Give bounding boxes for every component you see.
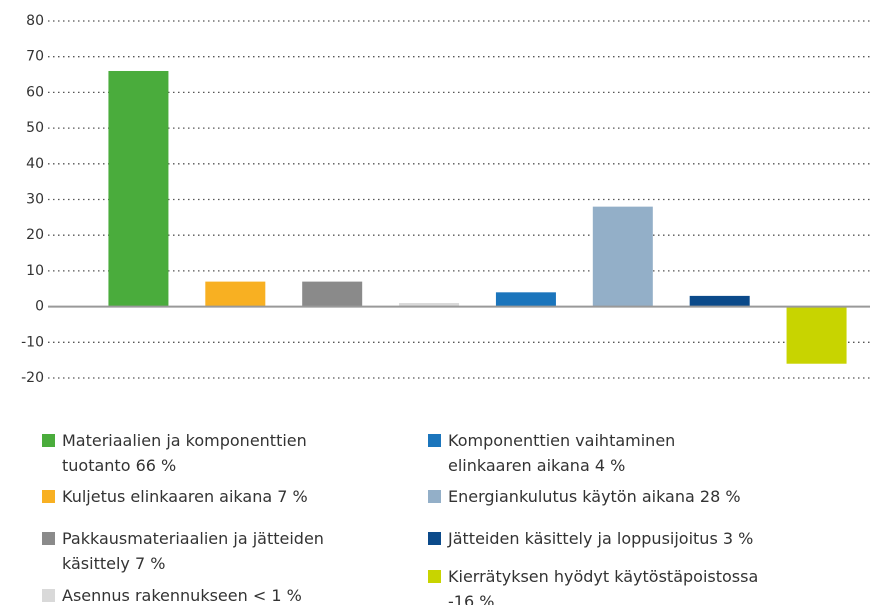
legend-swatch — [428, 490, 441, 503]
y-tick-label: 10 — [26, 263, 44, 279]
legend-entry: Asennus rakennukseen < 1 % — [42, 583, 302, 605]
bar — [495, 292, 556, 307]
y-tick-label: 60 — [26, 84, 44, 100]
legend-swatch — [428, 570, 441, 583]
bar — [205, 281, 266, 307]
y-tick-label: 40 — [26, 156, 44, 172]
legend-label: Pakkausmateriaalien ja jätteiden käsitte… — [62, 529, 324, 573]
y-tick-label: 30 — [26, 192, 44, 208]
y-tick-label: 80 — [26, 13, 44, 29]
legend-entry: Materiaalien ja komponenttien tuotanto 6… — [42, 428, 307, 478]
legend-swatch — [42, 589, 55, 602]
legend-label: Komponenttien vaihtaminen elinkaaren aik… — [448, 431, 676, 475]
bar — [108, 70, 169, 307]
legend-label: Materiaalien ja komponenttien tuotanto 6… — [62, 431, 307, 475]
legend-entry: Kierrätyksen hyödyt käytöstäpoistossa -1… — [428, 564, 758, 605]
y-tick-label: -10 — [21, 334, 44, 350]
legend-entry: Jätteiden käsittely ja loppusijoitus 3 % — [428, 526, 753, 551]
y-tick-label: 70 — [26, 49, 44, 65]
y-tick-label: 0 — [35, 299, 44, 315]
chart: -20 -10 0 10 20 30 40 50 60 70 80 — [21, 13, 870, 386]
bar — [786, 306, 847, 364]
legend-label: Energiankulutus käytön aikana 28 % — [448, 487, 741, 506]
y-tick-label: -20 — [21, 370, 44, 386]
legend-entry: Komponenttien vaihtaminen elinkaaren aik… — [428, 428, 675, 478]
legend-entry: Energiankulutus käytön aikana 28 % — [428, 484, 741, 509]
bar — [592, 206, 653, 307]
legend-swatch — [428, 434, 441, 447]
legend-label: Kuljetus elinkaaren aikana 7 % — [62, 487, 308, 506]
bar — [689, 295, 750, 307]
legend-swatch — [428, 532, 441, 545]
legend-entry: Kuljetus elinkaaren aikana 7 % — [42, 484, 308, 509]
bar — [399, 303, 460, 307]
legend-swatch — [42, 532, 55, 545]
legend-label: Jätteiden käsittely ja loppusijoitus 3 % — [448, 529, 754, 548]
bar — [302, 281, 363, 307]
legend-swatch — [42, 490, 55, 503]
y-tick-label: 50 — [26, 120, 44, 136]
legend-label: Kierrätyksen hyödyt käytöstäpoistossa -1… — [448, 567, 759, 605]
y-tick-label: 20 — [26, 227, 44, 243]
legend-label: Asennus rakennukseen < 1 % — [62, 586, 302, 605]
legend-swatch — [42, 434, 55, 447]
legend-entry: Pakkausmateriaalien ja jätteiden käsitte… — [42, 526, 324, 576]
